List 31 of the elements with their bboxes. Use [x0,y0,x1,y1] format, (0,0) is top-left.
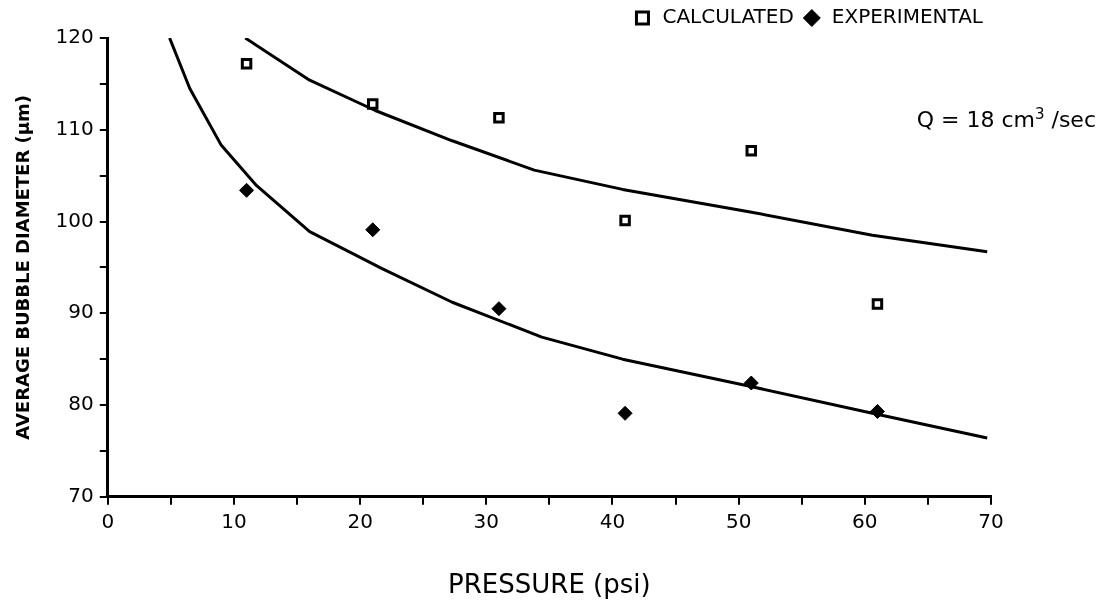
x-tick-label: 40 [599,509,626,533]
x-axis-title: PRESSURE (psi) [448,569,651,600]
point [367,98,379,110]
point [871,298,884,310]
point [493,112,505,124]
point [365,222,381,238]
point [617,405,633,421]
y-tick-label: 80 [68,391,94,416]
point [240,57,253,70]
legend-label: EXPERIMENTAL [831,4,984,29]
x-tick-label: 70 [978,509,1004,533]
x-tick-label: 50 [725,509,752,533]
legend-label: CALCULATED [662,4,794,29]
x-tick-label: 10 [221,509,247,533]
point [491,301,507,317]
x-tick-label: 60 [852,509,878,533]
y-tick-label: 70 [68,483,94,507]
annotation: Q = 18 cm$^{3}$ /sec [916,105,1096,133]
y-tick-label: 100 [55,207,94,232]
point [743,375,759,391]
point [239,182,255,198]
y-axis-title: AVERAGE BUBBLE DIAMETER (µm) [12,94,34,440]
point [745,145,758,157]
x-tick-label: 20 [347,509,373,533]
point [869,403,885,419]
y-tick-label: 90 [68,299,94,324]
y-tick-label: 120 [55,24,94,49]
y-tick-label: 110 [55,115,94,140]
x-tick-label: 0 [101,509,115,533]
x-tick-label: 30 [473,509,500,533]
point [619,214,631,227]
